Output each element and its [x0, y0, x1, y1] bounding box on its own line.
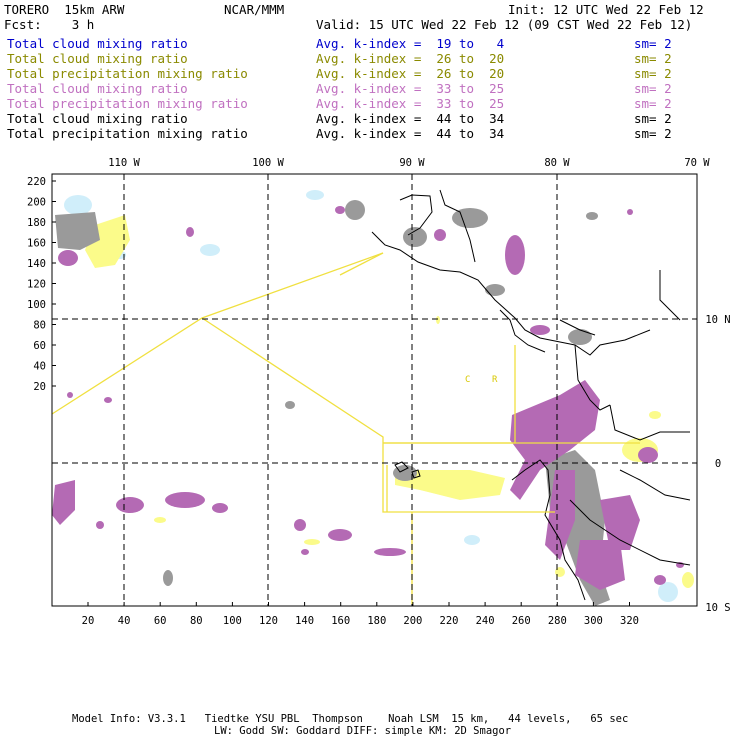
region-label-c: C — [465, 375, 470, 385]
x-tick-label: 40 — [118, 615, 131, 627]
x-tick-label: 280 — [548, 615, 567, 627]
x-tick-label: 100 — [223, 615, 242, 627]
y-tick-label: 200 — [27, 197, 46, 209]
y-tick-label: 160 — [27, 238, 46, 250]
legend-sm-0: sm= 2 — [634, 36, 672, 51]
x-tick-label: 160 — [331, 615, 350, 627]
longitude-label: 90 W — [399, 157, 425, 169]
legend-field-2: Total precipitation mixing ratio — [7, 66, 248, 81]
legend-k-3: Avg. k-index = 33 to 25 — [316, 81, 505, 96]
legend-k-4: Avg. k-index = 33 to 25 — [316, 96, 505, 111]
longitude-label: 110 W — [108, 157, 140, 169]
x-tick-label: 180 — [367, 615, 386, 627]
latitude-labels: 10 N 0 10 S — [705, 314, 730, 614]
latitude-label: 10 S — [705, 602, 730, 614]
latitude-label: 10 N — [705, 314, 730, 326]
legend-field-3: Total cloud mixing ratio — [7, 81, 188, 96]
y-tick-label: 180 — [27, 217, 46, 229]
y-tick-label: 80 — [33, 320, 46, 332]
footer-physics: LW: Godd SW: Goddard DIFF: simple KM: 2D… — [214, 725, 512, 737]
x-tick-label: 260 — [512, 615, 531, 627]
longitude-label: 100 W — [252, 157, 284, 169]
longitude-label: 70 W — [684, 157, 710, 169]
latitude-label: 0 — [715, 458, 721, 470]
legend-k-6: Avg. k-index = 44 to 34 — [316, 126, 505, 141]
model-name: TORERO 15km ARW — [4, 2, 125, 17]
longitude-labels: 110 W 100 W 90 W 80 W 70 W — [108, 157, 710, 169]
gray-areas — [55, 200, 610, 606]
magenta-areas — [52, 206, 684, 590]
legend-sm-4: sm= 2 — [634, 96, 672, 111]
coastlines — [371, 189, 691, 601]
legend-k-5: Avg. k-index = 44 to 34 — [316, 111, 505, 126]
y-tick-label: 100 — [27, 299, 46, 311]
legend-k-2: Avg. k-index = 26 to 20 — [316, 66, 505, 81]
legend-sm-5: sm= 2 — [634, 111, 672, 126]
x-axis: 20 40 60 80 100 120 140 160 180 200 220 240 260 280 30… — [82, 602, 639, 627]
valid-time: Valid: 15 UTC Wed 22 Feb 12 (09 CST Wed … — [316, 17, 693, 32]
y-axis: 220 200 180 160 140 120 100 80 60 40 20 — [27, 176, 56, 393]
x-tick-label: 80 — [190, 615, 203, 627]
x-tick-label: 200 — [403, 615, 422, 627]
legend-field-1: Total cloud mixing ratio — [7, 51, 188, 66]
y-tick-label: 40 — [33, 361, 46, 373]
legend-field-6: Total precipitation mixing ratio — [7, 126, 248, 141]
legend-sm-3: sm= 2 — [634, 81, 672, 96]
y-tick-label: 220 — [27, 176, 46, 188]
legend-sm-1: sm= 2 — [634, 51, 672, 66]
x-tick-label: 120 — [259, 615, 278, 627]
lat-lon-grid — [52, 174, 697, 606]
map-frame — [51, 173, 698, 607]
x-tick-label: 220 — [440, 615, 459, 627]
legend-field-5: Total cloud mixing ratio — [7, 111, 188, 126]
y-tick-label: 140 — [27, 258, 46, 270]
center-name: NCAR/MMM — [224, 2, 285, 17]
legend-field-4: Total precipitation mixing ratio — [7, 96, 248, 111]
x-tick-label: 20 — [82, 615, 95, 627]
x-tick-label: 240 — [476, 615, 495, 627]
forecast-hour: Fcst: 3 h — [4, 17, 95, 32]
x-tick-label: 300 — [584, 615, 603, 627]
y-tick-label: 60 — [33, 340, 46, 352]
footer-model-info: Model Info: V3.3.1 Tiedtke YSU PBL Thomp… — [72, 713, 629, 725]
init-time: Init: 12 UTC Wed 22 Feb 12 — [508, 2, 704, 17]
x-tick-label: 140 — [295, 615, 314, 627]
legend-k-0: Avg. k-index = 19 to 4 — [316, 36, 505, 51]
legend-field-0: Total cloud mixing ratio — [7, 36, 188, 51]
longitude-label: 80 W — [544, 157, 570, 169]
legend-k-1: Avg. k-index = 26 to 20 — [316, 51, 505, 66]
y-tick-label: 120 — [27, 279, 46, 291]
legend-sm-2: sm= 2 — [634, 66, 672, 81]
y-tick-label: 20 — [33, 381, 46, 393]
x-tick-label: 320 — [620, 615, 639, 627]
legend-sm-6: sm= 2 — [634, 126, 672, 141]
region-label-r: R — [492, 375, 498, 385]
x-tick-label: 60 — [154, 615, 167, 627]
